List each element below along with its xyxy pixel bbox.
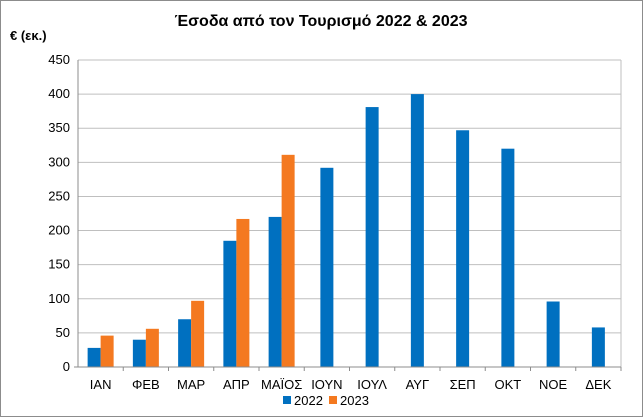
bar-2022 [87, 347, 101, 367]
x-tick-label: ΑΥΓ [406, 377, 430, 392]
x-tick-label: ΙΟΥΝ [311, 377, 342, 392]
bar-2023 [236, 218, 250, 367]
legend-swatch [329, 396, 337, 404]
bar-2022 [591, 327, 605, 367]
bar-2022 [268, 216, 282, 367]
y-tick-label: 100 [48, 291, 70, 306]
bar-2023 [145, 328, 159, 367]
y-tick-label: 350 [48, 120, 70, 135]
legend-swatch [283, 396, 291, 404]
y-tick-label: 150 [48, 257, 70, 272]
x-tick-label: ΣΕΠ [450, 377, 476, 392]
bar-2022 [456, 130, 470, 367]
bar-2022 [223, 240, 237, 367]
bar-2022 [410, 94, 424, 367]
bar-2022 [320, 167, 334, 367]
x-tick-label: ΙΟΥΛ [357, 377, 387, 392]
chart-title: Έσοδα από τον Τουρισμό 2022 & 2023 [174, 13, 467, 30]
y-tick-label: 300 [48, 154, 70, 169]
y-axis-label: € (εκ.) [10, 28, 47, 43]
x-tick-label: ΝΟΕ [539, 377, 568, 392]
gridlines [78, 59, 622, 367]
x-tick-label: ΑΠΡ [223, 377, 250, 392]
y-tick-label: 200 [48, 223, 70, 238]
bar-2022 [501, 148, 515, 367]
x-tick-label: ΟΚΤ [495, 377, 522, 392]
bar-2022 [365, 107, 379, 367]
bar-2022 [132, 339, 146, 367]
bar-2023 [281, 154, 295, 367]
bar-2023 [100, 335, 114, 367]
bars [87, 94, 605, 367]
x-tick-label: ΜΑΡ [177, 377, 205, 392]
legend: 2022 2023 [283, 393, 369, 408]
bar-2023 [191, 300, 205, 367]
bar-2022 [546, 301, 560, 367]
legend-label: 2022 [294, 393, 323, 408]
y-tick-label: 50 [56, 325, 70, 340]
x-tick-label: ΦΕΒ [132, 377, 160, 392]
y-tick-label: 450 [48, 52, 70, 67]
y-tick-label: 400 [48, 86, 70, 101]
y-tick-label: 250 [48, 188, 70, 203]
x-tick-label: ΙΑΝ [90, 377, 112, 392]
x-tick-label: ΜΑΪΟΣ [261, 377, 302, 392]
x-tick-label: ΔΕΚ [585, 377, 611, 392]
y-tick-label: 0 [63, 359, 70, 374]
bar-2022 [178, 319, 192, 367]
legend-label: 2023 [340, 393, 369, 408]
axes: 0 50 100 150 200 250 300 350 400 450 ΙΑΝ ΦΕΒ ΜΑΡ ΑΠΡ Μ… [48, 52, 622, 392]
